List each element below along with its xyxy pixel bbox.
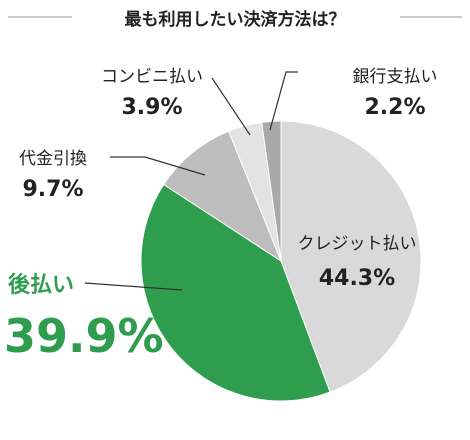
leader-line-deferred [84, 282, 183, 291]
label-credit: クレジット払い [298, 234, 417, 254]
label-cod: 代金引換 [19, 149, 87, 169]
pie-slice-4 [261, 120, 282, 262]
chart-title: 最も利用したい決済方法は？ [125, 9, 346, 30]
pie-slice-2 [163, 130, 283, 263]
value-convenience: 3.9% [121, 95, 182, 120]
pie-slice-1 [140, 183, 331, 402]
label-deferred: 後払い [8, 272, 74, 298]
pie-slice-0 [280, 120, 422, 393]
value-deferred: 39.9% [4, 309, 164, 363]
label-convenience: コンビニ払い [101, 67, 203, 87]
leader-line-cod [110, 156, 206, 176]
value-credit: 44.3% [319, 266, 395, 291]
pie-slices [140, 120, 422, 402]
value-bank: 2.2% [364, 95, 425, 120]
value-cod: 9.7% [22, 177, 83, 202]
leader-line-convenience [211, 77, 251, 136]
leader-line-bank [269, 71, 298, 131]
label-bank: 銀行支払い [353, 67, 438, 87]
